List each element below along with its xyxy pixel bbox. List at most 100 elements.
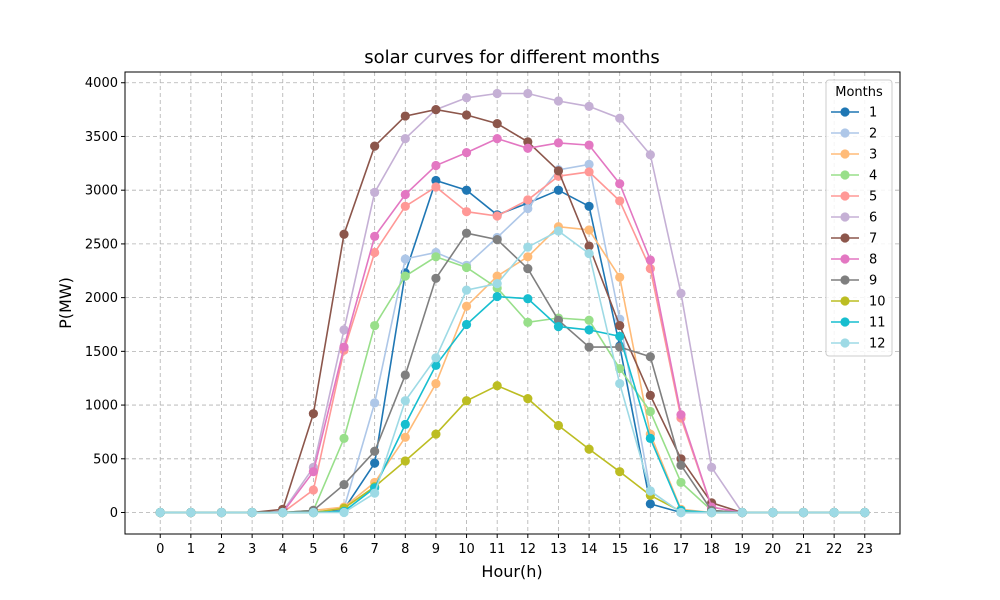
- x-tick-label: 22: [826, 542, 843, 557]
- legend-marker: [840, 212, 850, 222]
- chart-title: solar curves for different months: [364, 47, 660, 68]
- data-point: [461, 110, 472, 120]
- data-point: [431, 252, 441, 262]
- legend-title: Months: [835, 85, 883, 100]
- data-point: [768, 507, 778, 518]
- data-point: [339, 433, 349, 443]
- data-point: [523, 294, 533, 304]
- data-point: [216, 507, 227, 518]
- data-point: [645, 150, 655, 160]
- data-point: [676, 460, 686, 470]
- data-point: [308, 485, 318, 495]
- x-tick-label: 6: [340, 542, 348, 557]
- data-point: [707, 462, 717, 472]
- data-point: [553, 185, 564, 195]
- data-point: [523, 264, 533, 274]
- legend-entry-11: 11: [831, 316, 886, 331]
- data-point: [400, 201, 410, 211]
- legend-label: 6: [869, 211, 877, 226]
- legend-marker: [840, 149, 850, 159]
- data-point: [492, 381, 502, 391]
- x-tick-label: 15: [611, 542, 628, 557]
- y-tick-label: 1500: [85, 345, 118, 360]
- legend-entry-6: 6: [831, 211, 877, 226]
- legend-box: [825, 79, 893, 357]
- data-point: [431, 182, 441, 192]
- x-tick-label: 14: [581, 542, 598, 557]
- data-point: [523, 394, 533, 404]
- x-tick-label: 21: [795, 542, 812, 557]
- y-tick-label: 2000: [85, 291, 118, 306]
- data-point: [492, 235, 502, 245]
- x-tick-label: 12: [520, 542, 537, 557]
- x-tick-label: 4: [279, 542, 287, 557]
- data-point: [461, 228, 472, 238]
- data-point: [615, 378, 625, 389]
- data-point: [370, 187, 380, 197]
- series-month-12: [155, 226, 870, 518]
- y-tick-label: 3000: [85, 184, 118, 199]
- x-axis-label: Hour(h): [481, 562, 542, 581]
- data-point: [523, 242, 533, 252]
- data-point: [584, 241, 594, 251]
- legend-entry-5: 5: [831, 190, 877, 205]
- legend-entry-2: 2: [831, 127, 877, 142]
- legend-label: 11: [869, 316, 886, 331]
- data-point: [645, 499, 655, 509]
- data-point: [615, 179, 625, 189]
- legend-label: 1: [869, 106, 877, 121]
- x-tick-label: 7: [371, 542, 379, 557]
- data-point: [370, 398, 380, 408]
- data-point: [431, 429, 441, 439]
- data-point: [553, 96, 564, 106]
- data-point: [461, 207, 472, 217]
- x-tick-label: 23: [856, 542, 873, 557]
- data-point: [523, 88, 533, 99]
- x-tick-label: 17: [673, 542, 690, 557]
- data-point: [584, 140, 594, 150]
- data-point: [400, 419, 410, 430]
- data-point: [492, 291, 502, 302]
- data-point: [461, 262, 472, 273]
- data-point: [645, 390, 655, 400]
- x-tick-label: 10: [458, 542, 475, 557]
- data-point: [186, 507, 196, 518]
- data-point: [553, 420, 564, 431]
- data-point: [645, 406, 655, 417]
- data-point: [308, 507, 318, 518]
- data-point: [370, 320, 380, 331]
- data-point: [676, 477, 686, 488]
- y-tick-label: 3500: [85, 130, 118, 145]
- data-point: [615, 196, 625, 206]
- legend-entry-1: 1: [831, 106, 877, 121]
- legend-label: 12: [869, 337, 886, 352]
- series-layer: [155, 88, 870, 518]
- data-point: [431, 160, 441, 171]
- data-point: [155, 507, 165, 518]
- data-point: [584, 201, 594, 211]
- data-point: [829, 507, 839, 518]
- legend-marker: [840, 128, 850, 138]
- data-point: [400, 111, 410, 121]
- data-point: [523, 143, 533, 153]
- data-point: [431, 175, 441, 186]
- y-axis: 0 500 1000 1500 2000 2500 3000 3500 4000: [85, 76, 125, 521]
- legend-label: 9: [869, 274, 877, 289]
- data-point: [339, 479, 349, 490]
- legend-label: 8: [869, 253, 877, 268]
- data-point: [461, 319, 472, 330]
- data-point: [615, 467, 625, 477]
- legend-entry-4: 4: [831, 169, 877, 184]
- x-tick-label: 11: [489, 542, 506, 557]
- data-point: [615, 320, 625, 331]
- legend-label: 5: [869, 190, 877, 205]
- data-point: [400, 254, 410, 264]
- data-point: [645, 255, 655, 265]
- data-point: [523, 203, 533, 214]
- data-point: [339, 342, 349, 352]
- legend-entry-3: 3: [831, 148, 877, 163]
- x-tick-label: 20: [765, 542, 782, 557]
